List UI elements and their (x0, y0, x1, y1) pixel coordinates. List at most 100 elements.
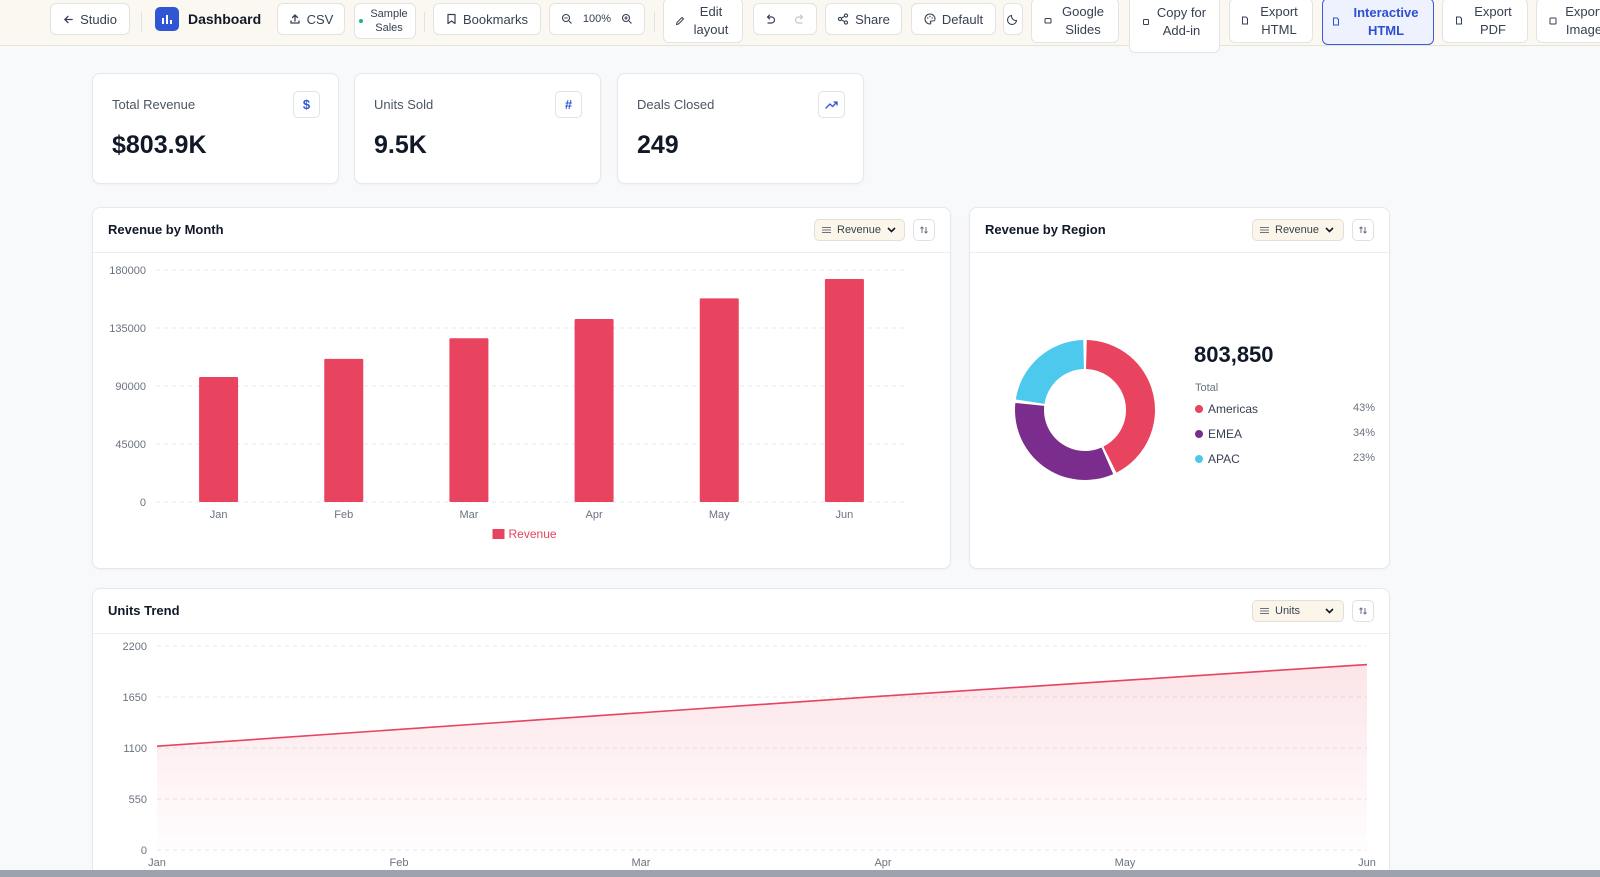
share-button[interactable]: Share (825, 3, 902, 35)
y-tick-label: 0 (141, 845, 147, 857)
metric-select[interactable]: Revenue (1252, 219, 1344, 241)
legend-name: EMEA (1208, 427, 1243, 441)
y-tick-label: 1100 (123, 743, 147, 755)
zoom-out-icon[interactable] (561, 13, 573, 25)
undo-icon[interactable] (764, 13, 776, 25)
pencil-icon (675, 16, 685, 25)
metric-select[interactable]: Units (1252, 600, 1344, 622)
y-tick-label: 2200 (123, 641, 147, 653)
kpi-label: Deals Closed (637, 97, 715, 112)
y-tick-label: 135000 (109, 323, 146, 335)
donut-slice[interactable] (1086, 340, 1155, 473)
file-icon (1333, 17, 1339, 26)
data-point[interactable] (1365, 663, 1369, 667)
upload-icon (289, 14, 300, 24)
theme-button[interactable]: Default (911, 3, 996, 35)
panel-title: Revenue by Month (108, 222, 224, 237)
bar[interactable] (324, 358, 364, 502)
donut-slice[interactable] (1015, 340, 1084, 404)
x-tick-label: May (1115, 857, 1136, 869)
kpi-card-total-revenue: Total Revenue $803.9K $ (92, 73, 339, 184)
y-tick-label: 180000 (109, 265, 146, 277)
trending-up-icon (818, 91, 845, 118)
sliders-icon (1260, 227, 1269, 233)
metric-select-value: Revenue (837, 224, 882, 236)
interactive-html-button[interactable]: Interactive HTML (1322, 0, 1434, 45)
edit-layout-label: Edit layout (693, 3, 729, 37)
csv-button[interactable]: CSV (277, 3, 345, 35)
edit-layout-button[interactable]: Edit layout (663, 0, 743, 43)
studio-label: Studio (80, 11, 117, 27)
dollar-icon: $ (293, 91, 320, 118)
top-toolbar: Studio Dashboard CSV Sample Sales Bookma… (0, 0, 1600, 53)
bar-chart-logo-icon (155, 7, 179, 31)
x-tick-label: Apr (586, 509, 603, 521)
data-point[interactable] (397, 727, 401, 731)
zoom-level: 100% (582, 13, 612, 25)
sort-button[interactable] (1352, 600, 1374, 622)
panel-divider (970, 252, 1389, 253)
zoom-in-icon[interactable] (621, 13, 633, 25)
sort-button[interactable] (913, 219, 935, 241)
image-icon (1549, 17, 1557, 24)
donut-slice[interactable] (1015, 402, 1114, 480)
legend-item[interactable]: APAC 23% (1195, 451, 1375, 467)
legend-percent: 23% (1352, 452, 1375, 464)
dataset-badge[interactable]: Sample Sales (354, 3, 416, 39)
copy-for-addin-button[interactable]: Copy for Add-in (1129, 0, 1220, 53)
palette-icon (924, 13, 936, 25)
legend-swatch (492, 529, 505, 539)
legend-item[interactable]: EMEA 34% (1195, 426, 1375, 442)
window-bottom-bar (0, 870, 1600, 877)
export-html-label: Export HTML (1260, 3, 1298, 37)
x-tick-label: Jun (836, 509, 854, 521)
data-point[interactable] (1123, 678, 1127, 682)
metric-select[interactable]: Revenue (814, 219, 905, 241)
studio-button[interactable]: Studio (50, 3, 130, 35)
export-pdf-button[interactable]: Export PDF (1442, 0, 1528, 43)
data-point[interactable] (155, 744, 159, 748)
csv-label: CSV (306, 11, 334, 27)
bar[interactable] (699, 298, 739, 502)
bar[interactable] (824, 279, 864, 502)
legend-dot (1195, 455, 1203, 463)
export-image-label: Export Image (1565, 3, 1600, 37)
chevron-down-icon (887, 227, 896, 233)
bar[interactable] (199, 376, 239, 502)
dashboard-title: Dashboard (155, 7, 261, 31)
bar[interactable] (449, 338, 489, 502)
export-html-button[interactable]: Export HTML (1229, 0, 1313, 43)
redo-icon[interactable] (794, 13, 806, 25)
kpi-label: Units Sold (374, 97, 434, 112)
donut-total-value: 803,850 (1194, 342, 1274, 367)
panel-title: Units Trend (108, 603, 180, 618)
toolbar-divider (141, 12, 142, 32)
legend-label: Revenue (509, 527, 557, 541)
area-fill (157, 664, 1367, 850)
donut-total-label: Total (1195, 382, 1219, 394)
file-icon (1242, 16, 1248, 25)
google-slides-button[interactable]: Google Slides (1031, 0, 1119, 43)
y-tick-label: 90000 (115, 381, 146, 393)
dark-mode-toggle[interactable] (1003, 3, 1023, 35)
y-tick-label: 550 (129, 794, 147, 806)
metric-select-value: Revenue (1275, 224, 1320, 236)
trend-line[interactable] (156, 663, 1368, 747)
kpi-card-units-sold: Units Sold 9.5K # (354, 73, 601, 184)
x-tick-label: Feb (390, 857, 409, 869)
zoom-control: 100% (549, 3, 645, 35)
export-image-button[interactable]: Export Image (1536, 0, 1600, 43)
bar[interactable] (574, 318, 614, 502)
data-point[interactable] (639, 711, 643, 715)
x-tick-label: Jun (1358, 857, 1376, 869)
data-point[interactable] (881, 694, 885, 698)
legend-dot (1195, 430, 1203, 438)
legend-item[interactable]: Americas 43% (1195, 401, 1375, 417)
sort-icon (920, 226, 928, 234)
share-icon (837, 13, 849, 25)
sort-button[interactable] (1352, 219, 1374, 241)
copy-icon (1142, 18, 1149, 25)
legend-dot (1195, 405, 1203, 413)
arrow-left-icon (64, 15, 73, 23)
bookmarks-button[interactable]: Bookmarks (433, 3, 541, 35)
